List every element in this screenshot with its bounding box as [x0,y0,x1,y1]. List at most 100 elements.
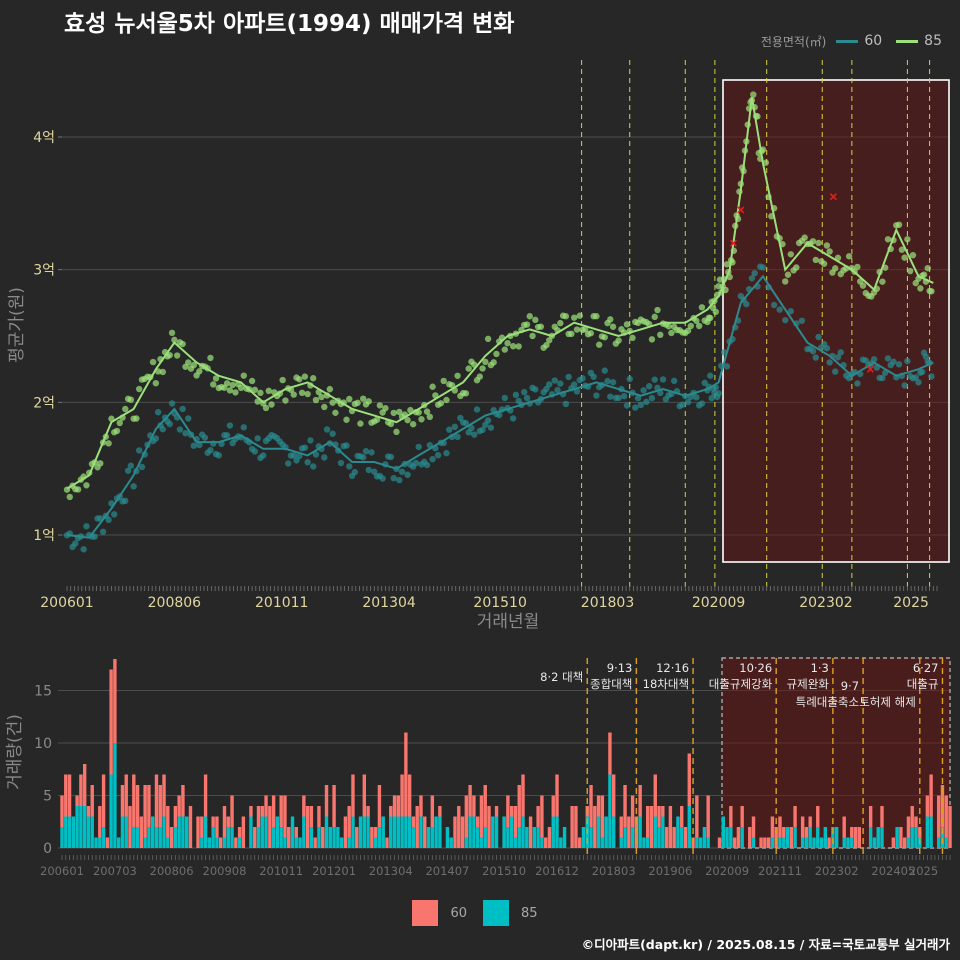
volume-bar-60 [457,806,461,848]
series-85-point [668,329,675,337]
series-60-point [890,358,897,365]
volume-bar-85 [407,816,412,848]
volume-ytick-label: 0 [43,841,52,857]
volume-bar-60 [649,806,654,848]
series-85-point [257,389,264,397]
volume-bar-85 [661,816,665,848]
series-60-point [329,430,336,437]
volume-bar-85 [706,837,710,848]
volume-bar-85 [581,827,586,848]
series-85-point [529,332,536,340]
series-85-point [173,352,181,359]
series-85-point [166,351,173,359]
volume-bar-85 [525,827,529,848]
series-60-point [390,474,397,482]
series-60-point [521,388,528,396]
series-85-point [784,271,792,278]
volume-bar-60 [366,806,370,817]
volume-bar-60 [925,795,930,817]
volume-bar-85 [256,827,261,848]
volume-bar-60 [729,806,733,827]
series-60-point [415,443,422,451]
volume-bar-85 [850,837,854,848]
series-60-point [901,382,908,389]
price-ytick-label: 2억 [33,395,55,411]
volume-bar-60 [215,816,219,838]
series-85-point [654,306,661,314]
volume-bar-85 [101,827,106,848]
series-85-point [113,427,121,435]
series-60-point [254,435,261,442]
series-85-point [576,312,583,319]
volume-bar-60 [948,806,952,848]
volume-bar-60 [793,806,797,827]
volume-bar-85 [351,816,355,848]
volume-bar-60 [343,816,348,848]
volume-bar-60 [98,806,102,838]
volume-bar-60 [736,827,741,848]
volume-bar-60 [324,785,329,817]
series-85-point [895,221,903,228]
volume-bar-85 [222,837,227,848]
volume-bar-60 [914,816,918,827]
series-60-point [593,392,600,399]
series-60-point [623,402,631,409]
series-85-point [332,409,339,416]
volume-bar-85 [831,827,835,848]
volume-bar-85 [75,806,79,848]
series-85-point [571,314,578,321]
volume-bar-85 [147,827,151,848]
volume-bar-60 [237,827,242,838]
volume-bar-85 [936,837,941,848]
series-85-point [212,375,220,382]
volume-bar-60 [188,806,193,848]
volume-bar-60 [268,806,272,848]
volume-bar-85 [823,827,828,848]
series-60-point [643,398,650,406]
policy-annotation: 12·16 [656,661,689,675]
volume-bar-60 [128,806,132,848]
volume-bar-85 [82,806,87,848]
volume-bar-85 [120,816,125,848]
volume-bar-85 [551,816,555,848]
volume-bar-85 [657,827,661,848]
series-60-point [912,374,919,381]
volume-bar-85 [642,837,646,848]
volume-bar-85 [181,816,185,848]
series-85-point [185,359,192,366]
series-60-point [337,459,345,467]
series-60-point [176,426,184,433]
volume-bar-85 [79,806,83,848]
series-60-point [326,440,334,447]
volume-bar-85 [600,837,605,848]
volume-bar-85 [94,837,98,848]
price-xtick-label: 200806 [148,595,202,611]
series-60-point [693,394,700,401]
volume-bar-85 [298,837,302,848]
volume-bar-60 [64,774,68,817]
volume-bar-85 [638,816,642,848]
series-60-point [854,380,861,387]
volume-y-axis-title: 거래량(건) [5,714,25,790]
volume-bar-60 [766,837,771,848]
volume-bar-85 [834,827,839,848]
series-60-point [532,386,539,393]
series-85-point [329,399,336,406]
price-xtick-label: 202302 [799,595,852,611]
volume-bar-60 [385,837,389,848]
volume-bar-60 [759,837,763,848]
volume-bar-60 [517,785,521,827]
series-60-point [111,511,118,518]
volume-bar-60 [411,816,416,827]
series-60-point [809,347,817,355]
series-60-point [304,459,311,466]
volume-bar-60 [203,774,208,817]
series-85-point [443,396,450,404]
price-ytick-label: 3억 [33,263,55,279]
series-60-point [787,308,794,315]
series-60-point [168,400,176,407]
volume-bar-60 [139,816,144,848]
series-60-point [812,354,819,361]
volume-bar-85 [804,837,809,848]
series-60-point [601,367,608,374]
